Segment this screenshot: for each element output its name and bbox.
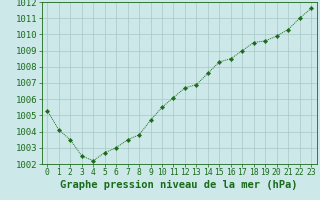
- X-axis label: Graphe pression niveau de la mer (hPa): Graphe pression niveau de la mer (hPa): [60, 180, 298, 190]
